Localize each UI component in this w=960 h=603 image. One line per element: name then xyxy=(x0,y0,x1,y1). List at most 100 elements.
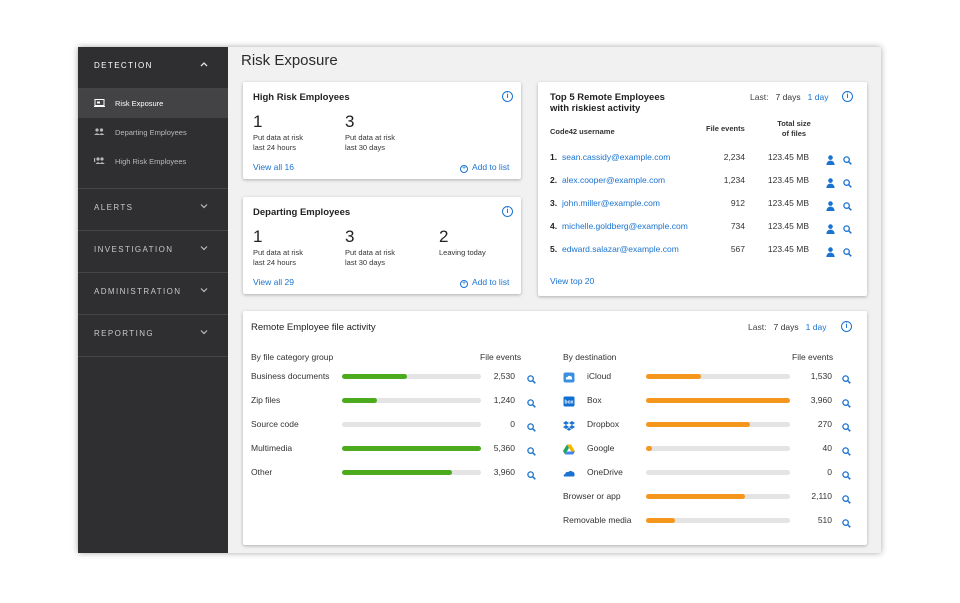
search-icon[interactable] xyxy=(843,244,852,257)
employee-email-link[interactable]: edward.salazar@example.com xyxy=(562,244,679,254)
file-events-value: 912 xyxy=(730,198,745,208)
card-title: Departing Employees xyxy=(253,207,351,218)
search-icon[interactable] xyxy=(527,395,536,408)
destination-name: Box xyxy=(587,395,602,405)
column-header-username: Code42 username xyxy=(550,127,615,136)
sidebar-section-label: DETECTION xyxy=(94,61,153,70)
destination-name: Removable media xyxy=(563,515,632,525)
search-icon[interactable] xyxy=(842,491,851,504)
onedrive-icon xyxy=(563,466,575,477)
bar-track xyxy=(342,422,481,427)
chevron-up-icon xyxy=(200,59,208,69)
search-icon[interactable] xyxy=(842,443,851,456)
chevron-down-icon xyxy=(200,327,208,337)
departing-employees-card: Departing Employees i 1 Put data at risk… xyxy=(243,197,521,294)
period-1-day[interactable]: 1 day xyxy=(807,92,829,102)
chevron-down-icon xyxy=(200,285,208,295)
destination-row: Removable media 510 xyxy=(563,515,861,535)
employee-email-link[interactable]: alex.cooper@example.com xyxy=(562,175,666,185)
search-icon[interactable] xyxy=(527,419,536,432)
person-icon[interactable] xyxy=(826,221,835,234)
search-icon[interactable] xyxy=(843,221,852,234)
sidebar-section-label: REPORTING xyxy=(94,329,155,338)
destination-row: Google 40 xyxy=(563,443,861,463)
bar-track xyxy=(342,374,481,379)
add-to-list-label: Add to list xyxy=(472,277,510,287)
category-name: Other xyxy=(251,467,273,477)
add-to-list-button[interactable]: + Add to list xyxy=(460,162,509,173)
card-title-line: Top 5 Remote Employees xyxy=(550,92,665,103)
search-icon[interactable] xyxy=(527,443,536,456)
period-label: Last: xyxy=(750,92,769,102)
period-1-day[interactable]: 1 day xyxy=(805,322,827,332)
search-icon[interactable] xyxy=(527,371,536,384)
info-icon[interactable]: i xyxy=(842,91,853,102)
sidebar-section-label: INVESTIGATION xyxy=(94,245,174,254)
search-icon[interactable] xyxy=(843,198,852,211)
bar-track xyxy=(342,470,481,475)
destination-name: Google xyxy=(587,443,615,453)
period-7-days[interactable]: 7 days xyxy=(775,92,801,102)
period-selector: Last: 7 days 1 day xyxy=(748,322,826,332)
sidebar-item-high-risk-employees[interactable]: High Risk Employees xyxy=(78,147,228,176)
view-all-link[interactable]: View all 16 xyxy=(253,162,294,172)
period-7-days[interactable]: 7 days xyxy=(773,322,799,332)
bar-track xyxy=(342,398,481,403)
bar-track xyxy=(342,446,481,451)
add-to-list-button[interactable]: + Add to list xyxy=(460,277,509,288)
file-events-value: 0 xyxy=(510,419,515,429)
category-name: Business documents xyxy=(251,371,330,381)
info-icon[interactable]: i xyxy=(502,91,513,102)
search-icon[interactable] xyxy=(527,467,536,480)
info-icon[interactable]: i xyxy=(502,206,513,217)
sidebar-section-alerts[interactable]: ALERTS xyxy=(78,189,228,231)
person-icon[interactable] xyxy=(826,198,835,211)
plus-circle-icon: + xyxy=(460,165,468,173)
app-window: DETECTION Risk Exposure Departing Employ… xyxy=(78,47,881,553)
search-icon[interactable] xyxy=(842,419,851,432)
search-icon[interactable] xyxy=(842,395,851,408)
info-icon[interactable]: i xyxy=(841,321,852,332)
search-icon[interactable] xyxy=(842,515,851,528)
bar-fill xyxy=(342,470,452,475)
file-events-value: 1,530 xyxy=(810,371,832,381)
search-icon[interactable] xyxy=(843,152,852,165)
file-events-value: 1,240 xyxy=(493,395,515,405)
sidebar-section-administration[interactable]: ADMINISTRATION xyxy=(78,273,228,315)
bar-track xyxy=(646,374,790,379)
card-title: Top 5 Remote Employees with riskiest act… xyxy=(550,92,665,114)
destination-name: Browser or app xyxy=(563,491,621,501)
column-header-line: of files xyxy=(781,129,807,138)
file-events-value: 40 xyxy=(822,443,832,453)
search-icon[interactable] xyxy=(842,371,851,384)
main-content: Risk Exposure High Risk Employees i 1 Pu… xyxy=(228,47,881,553)
person-icon[interactable] xyxy=(826,175,835,188)
stat-label-line: last 30 days xyxy=(345,143,386,152)
stat-label: Leaving today xyxy=(439,248,486,257)
page-title: Risk Exposure xyxy=(241,52,338,69)
bar-fill xyxy=(646,518,675,523)
sidebar-item-departing-employees[interactable]: Departing Employees xyxy=(78,118,228,147)
view-all-link[interactable]: View all 29 xyxy=(253,277,294,287)
destination-row: box Box 3,960 xyxy=(563,395,861,415)
employee-email-link[interactable]: sean.cassidy@example.com xyxy=(562,152,671,162)
dropbox-icon xyxy=(563,418,575,431)
sidebar-items: Risk Exposure Departing Employees High R… xyxy=(78,89,228,189)
search-icon[interactable] xyxy=(843,175,852,188)
person-icon[interactable] xyxy=(826,244,835,257)
view-top-link[interactable]: View top 20 xyxy=(550,276,595,286)
destination-header: By destination xyxy=(563,352,617,362)
person-icon[interactable] xyxy=(826,152,835,165)
employee-email-link[interactable]: john.miller@example.com xyxy=(562,198,660,208)
sidebar-section-reporting[interactable]: REPORTING xyxy=(78,315,228,357)
bar-fill xyxy=(342,374,408,379)
employee-email-link[interactable]: michelle.goldberg@example.com xyxy=(562,221,688,231)
sidebar-section-detection[interactable]: DETECTION xyxy=(78,47,228,89)
file-events-value: 3,960 xyxy=(493,467,515,477)
category-row: Business documents 2,530 xyxy=(251,371,541,391)
sidebar-section-investigation[interactable]: INVESTIGATION xyxy=(78,231,228,273)
sidebar-item-risk-exposure[interactable]: Risk Exposure xyxy=(78,89,228,118)
search-icon[interactable] xyxy=(842,467,851,480)
stat-label-line: last 24 hours xyxy=(253,143,296,152)
file-events-value: 567 xyxy=(730,244,745,254)
